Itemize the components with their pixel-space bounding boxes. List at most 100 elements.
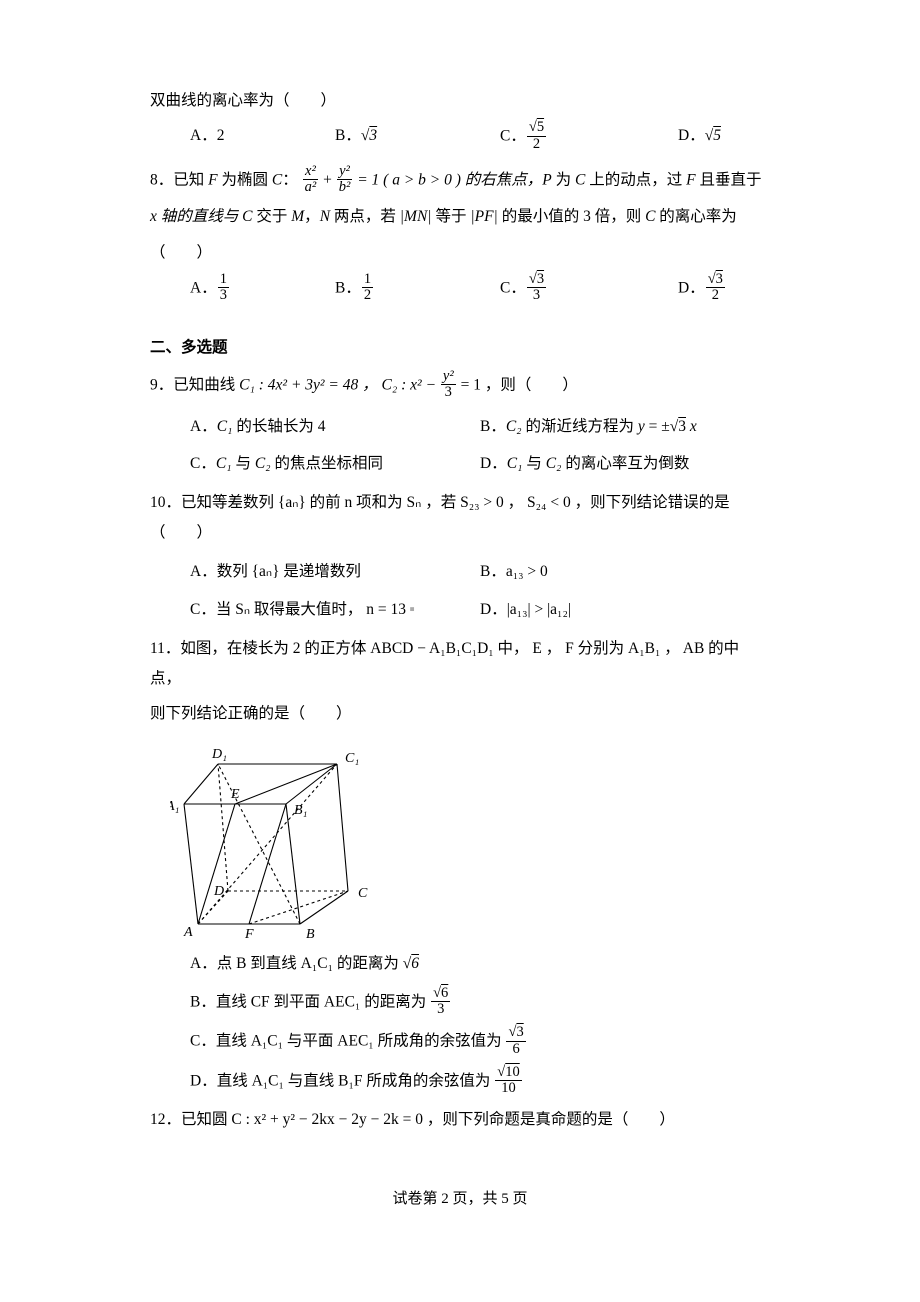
q10-option-a: A．数列 {aₙ} 是递增数列 [190,557,480,586]
q10-option-c: C．当 Sₙ 取得最大值时， n = 13▪ [190,595,480,624]
page-footer: 试卷第 2 页，共 5 页 [150,1185,770,1214]
q9-c2post: = 1 ，则（ ） [457,376,578,393]
q11-option-d: D．直线 A₁C₁ 与直线 B₁F 所成角的余弦值为 √1010 [190,1066,770,1097]
q8-option-d: D．√32 [678,273,726,304]
q9-c-s2: C₂ [255,455,271,472]
q8-plus: + [319,171,336,188]
q9-option-a: A．C₁ 的长轴长为 4 [190,412,480,441]
q11-option-a: A．点 B 到直线 A₁C₁ 的距离为 √6 [190,949,770,978]
q9-C1: C₁ [239,376,255,393]
q7-option-d: D．√5 [678,121,721,152]
q8-paren: （ ） [150,238,770,267]
q8-c-frac: √33 [527,272,546,303]
q8-d-frac: √32 [706,272,725,303]
q9-c-txt: 的焦点坐标相同 [271,455,383,472]
q8-frac1: x²a² [303,164,319,195]
svg-text:B: B [306,927,315,941]
q9-C2: C₂ [382,376,398,393]
q8-stem-line1: 8．已知 F 为椭圆 C： x²a² + y²b² = 1 ( a > b > … [150,165,770,196]
q9-c1eq: : 4x² + 3y² = 48 ， [255,376,382,393]
q11-stem1: 11．如图，在棱长为 2 的正方体 ABCD − A₁B₁C₁D₁ 中， E ，… [150,634,770,693]
q8-b-frac: 12 [362,272,373,303]
q11-option-c: C．直线 A₁C₁ 与平面 AEC₁ 所成角的余弦值为 √36 [190,1026,770,1057]
q11-figure: D₁C₁A₁EB₁DCAFB [170,736,390,941]
q11-a-math: √6 [403,955,419,972]
q11-c-pre: C．直线 A₁C₁ 与平面 AEC₁ 所成角的余弦值为 [190,1033,505,1050]
q11-stem2: 则下列结论正确的是（ ） [150,699,770,728]
exam-page: 双曲线的离心率为（ ） A．2 B．√3√3 C．√52 D．√5 8．已知 F… [0,0,920,1253]
svg-text:E: E [230,787,240,802]
q9-options: A．C₁ 的长轴长为 4 B．C₂ 的渐近线方程为 y = ±√3 x C．C₁… [150,408,770,483]
q8-a-pre: A． [190,279,217,296]
q11-option-b: B．直线 CF 到平面 AEC₁ 的距离为 √63 [190,987,770,1018]
q11-b-frac: √63 [431,986,450,1017]
q8-option-a: A．13 [190,273,335,304]
q9-c-mid: 与 [232,455,255,472]
svg-text:D: D [213,884,224,899]
q8-l2m3: 等于 [432,208,471,225]
q7-d-math: √5 [705,127,721,144]
q8-l2tail: 的最小值的 3 倍，则 [498,208,645,225]
q9-d-s1: C₁ [507,455,523,472]
q8-option-c: C．√33 [500,273,678,304]
q9-a-pre: A． [190,418,217,435]
q7-c-frac: √52 [527,120,546,151]
q11-c-frac: √36 [506,1025,525,1056]
q9-c-s1: C₁ [216,455,232,472]
q8-l2end: 的离心率为 [655,208,736,225]
q9-b-pre: B． [480,418,506,435]
q8-options: A．13 B．12 C．√33 D．√32 [150,273,770,304]
q8-M: M [291,208,304,225]
q11-a-pre: A．点 B 到直线 A₁C₁ 的距离为 [190,955,403,972]
q8-mid4: 且垂直于 [696,171,762,188]
q7-option-c: C．√52 [500,121,678,152]
q9-d-s2: C₂ [546,455,562,472]
q7-b-pre: B． [335,127,361,144]
svg-text:A₁: A₁ [170,799,179,814]
q9-option-d: D．C₁ 与 C₂ 的离心率互为倒数 [480,449,770,478]
q8-F: F [208,171,217,188]
q9-option-c: C．C₁ 与 C₂ 的焦点坐标相同 [190,449,480,478]
q11-options: A．点 B 到直线 A₁C₁ 的距离为 √6 B．直线 CF 到平面 AEC₁ … [150,949,770,1097]
q11-d-pre: D．直线 A₁C₁ 与直线 B₁F 所成角的余弦值为 [190,1072,494,1089]
q8-mid3: 上的动点，过 [585,171,686,188]
q9-d-txt: 的离心率互为倒数 [561,455,689,472]
q8-N: N [320,208,330,225]
q8-b-pre: B． [335,279,361,296]
q9-stem: 9．已知曲线 C₁ : 4x² + 3y² = 48 ， C₂ : x² − y… [150,370,770,401]
q8-P: P [542,171,551,188]
q8-l2m2: 两点，若 [330,208,400,225]
q10-option-b: B．a₁₃ > 0 [480,557,770,586]
svg-text:C₁: C₁ [345,751,359,766]
q7-stem: 双曲线的离心率为（ ） [150,86,770,115]
q11-d-frac: √1010 [495,1065,521,1096]
q8-mid1: 为椭圆 [218,171,272,188]
q8-c-pre: C． [500,279,526,296]
q8-l2-pre: x 轴的直线与 [150,208,242,225]
q7-option-b: B．√3√3 [335,121,500,152]
q8-comma: ， [304,208,320,225]
q8-l2m1: 交于 [252,208,291,225]
svg-text:C: C [358,886,368,901]
q9-a-sub: C₁ [217,418,233,435]
muted-dot-icon: ▪ [406,595,418,624]
q8-C3: C [242,208,252,225]
q9-a-txt: 的长轴长为 4 [232,418,325,435]
q8-F2: F [686,171,695,188]
q9-b-sub: C₂ [506,418,522,435]
q8-a-frac: 13 [218,272,229,303]
q10-stem: 10．已知等差数列 {aₙ} 的前 n 项和为 Sₙ ，若 S₂₃ > 0 ， … [150,488,770,547]
q7-option-a: A．2 [190,121,335,152]
q9-c2frac: y²3 [441,369,456,400]
q8-eqtail: = 1 ( a > b > 0 ) 的右焦点， [353,171,542,188]
q8-mid2: 为 [552,171,575,188]
q8-colon: ： [282,171,298,188]
q8-frac2: y²b² [337,164,353,195]
q8-C4: C [645,208,655,225]
q9-d-mid: 与 [522,455,545,472]
q7-b-math: √3√3 [361,127,377,144]
section-2-heading: 二、多选题 [150,333,770,362]
q11-b-pre: B．直线 CF 到平面 AEC₁ 的距离为 [190,993,430,1010]
q9-c2pre: : x² − [397,376,440,393]
q8-option-b: B．12 [335,273,500,304]
